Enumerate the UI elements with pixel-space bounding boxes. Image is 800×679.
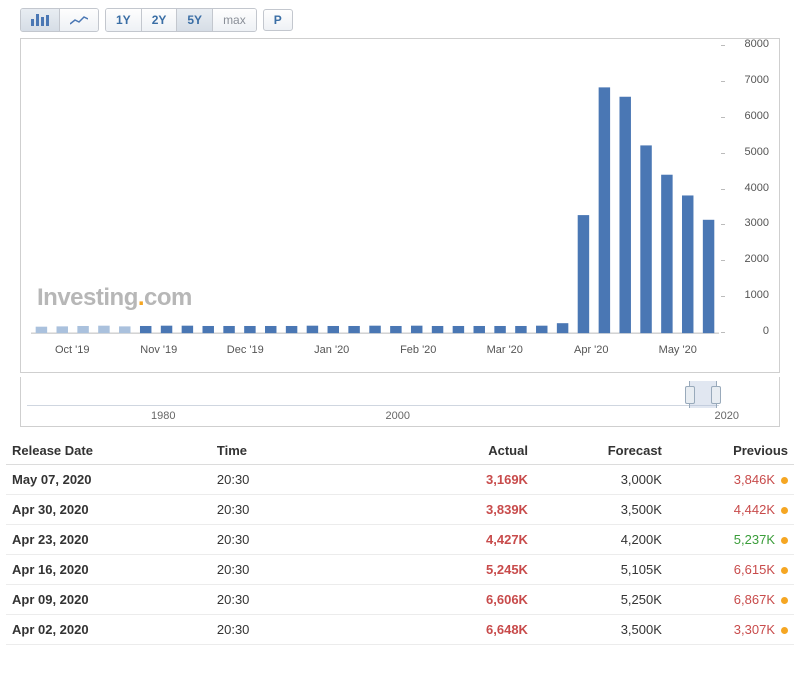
cell-previous: 4,442K (668, 495, 794, 525)
ytick-label: 5000 (745, 146, 769, 158)
cell-forecast: 3,500K (534, 615, 668, 645)
dot-icon (781, 627, 788, 634)
cell-actual: 4,427K (400, 525, 534, 555)
cell-date: Apr 30, 2020 (6, 495, 211, 525)
dot-icon (781, 597, 788, 604)
xtick-label: Jan '20 (289, 344, 376, 356)
range-group: 1Y 2Y 5Y max (105, 8, 257, 32)
bar-chart-icon (31, 14, 49, 26)
cell-time: 20:30 (211, 495, 400, 525)
xtick-label: Mar '20 (462, 344, 549, 356)
ytick-label: 1000 (745, 289, 769, 301)
cell-time: 20:30 (211, 585, 400, 615)
cell-actual: 3,169K (400, 465, 534, 495)
line-chart-icon (70, 14, 88, 26)
table-row[interactable]: Apr 16, 202020:305,245K5,105K6,615K (6, 555, 794, 585)
xtick-label: Nov '19 (116, 344, 203, 356)
range-1y[interactable]: 1Y (106, 9, 142, 31)
cell-forecast: 5,105K (534, 555, 668, 585)
ytick-label: 8000 (745, 38, 769, 50)
dot-icon (781, 537, 788, 544)
cell-previous: 6,867K (668, 585, 794, 615)
table-row[interactable]: Apr 30, 202020:303,839K3,500K4,442K (6, 495, 794, 525)
range-baseline (27, 405, 719, 406)
xtick-label: May '20 (635, 344, 722, 356)
range-label: 2020 (715, 410, 739, 422)
range-5y[interactable]: 5Y (177, 9, 213, 31)
dot-icon (781, 477, 788, 484)
cell-previous: 5,237K (668, 525, 794, 555)
cell-forecast: 3,000K (534, 465, 668, 495)
dot-icon (781, 507, 788, 514)
cell-previous: 3,846K (668, 465, 794, 495)
col-forecast: Forecast (534, 435, 668, 465)
table-row[interactable]: Apr 23, 202020:304,427K4,200K5,237K (6, 525, 794, 555)
ytick-label: 6000 (745, 110, 769, 122)
range-2y[interactable]: 2Y (142, 9, 178, 31)
chart-container: Investing.com Oct '19Nov '19Dec '19Jan '… (20, 38, 780, 373)
bar-chart-button[interactable] (21, 9, 60, 31)
table-row[interactable]: Apr 02, 202020:306,648K3,500K3,307K (6, 615, 794, 645)
table-row[interactable]: May 07, 202020:303,169K3,000K3,846K (6, 465, 794, 495)
cell-time: 20:30 (211, 555, 400, 585)
xtick-label: Dec '19 (202, 344, 289, 356)
ytick-label: 2000 (745, 253, 769, 265)
data-table: Release Date Time Actual Forecast Previo… (6, 435, 794, 645)
xtick-label: Oct '19 (29, 344, 116, 356)
range-handle-right[interactable] (711, 386, 721, 404)
cell-time: 20:30 (211, 525, 400, 555)
range-label: 1980 (151, 410, 175, 422)
watermark: Investing.com (37, 284, 192, 312)
cell-date: Apr 09, 2020 (6, 585, 211, 615)
ytick-label: 7000 (745, 74, 769, 86)
cell-date: Apr 23, 2020 (6, 525, 211, 555)
range-label: 2000 (385, 410, 409, 422)
cell-time: 20:30 (211, 615, 400, 645)
ytick-label: 3000 (745, 217, 769, 229)
ytick-label: 4000 (745, 182, 769, 194)
xtick-label: Feb '20 (375, 344, 462, 356)
cell-actual: 6,606K (400, 585, 534, 615)
cell-date: Apr 02, 2020 (6, 615, 211, 645)
cell-date: May 07, 2020 (6, 465, 211, 495)
cell-actual: 5,245K (400, 555, 534, 585)
table-header-row: Release Date Time Actual Forecast Previo… (6, 435, 794, 465)
cell-previous: 3,307K (668, 615, 794, 645)
table-row[interactable]: Apr 09, 202020:306,606K5,250K6,867K (6, 585, 794, 615)
dot-icon (781, 567, 788, 574)
range-labels: 1980 2000 2020 (151, 410, 779, 422)
range-max[interactable]: max (213, 9, 256, 31)
line-chart-button[interactable] (60, 9, 98, 31)
chart-toolbar: 1Y 2Y 5Y max P (6, 4, 794, 38)
cell-date: Apr 16, 2020 (6, 555, 211, 585)
cell-actual: 6,648K (400, 615, 534, 645)
cell-forecast: 3,500K (534, 495, 668, 525)
xtick-label: Apr '20 (548, 344, 635, 356)
cell-forecast: 5,250K (534, 585, 668, 615)
chart-type-group (20, 8, 99, 32)
range-window[interactable] (689, 381, 717, 408)
cell-previous: 6,615K (668, 555, 794, 585)
cell-forecast: 4,200K (534, 525, 668, 555)
cell-actual: 3,839K (400, 495, 534, 525)
col-release-date: Release Date (6, 435, 211, 465)
chart-xaxis: Oct '19Nov '19Dec '19Jan '20Feb '20Mar '… (29, 344, 721, 356)
col-time: Time (211, 435, 400, 465)
cell-time: 20:30 (211, 465, 400, 495)
range-handle-left[interactable] (685, 386, 695, 404)
col-previous: Previous (668, 435, 794, 465)
range-selector[interactable]: 1980 2000 2020 (20, 377, 780, 427)
print-button[interactable]: P (263, 9, 293, 31)
col-actual: Actual (400, 435, 534, 465)
ytick-label: 0 (763, 325, 769, 337)
